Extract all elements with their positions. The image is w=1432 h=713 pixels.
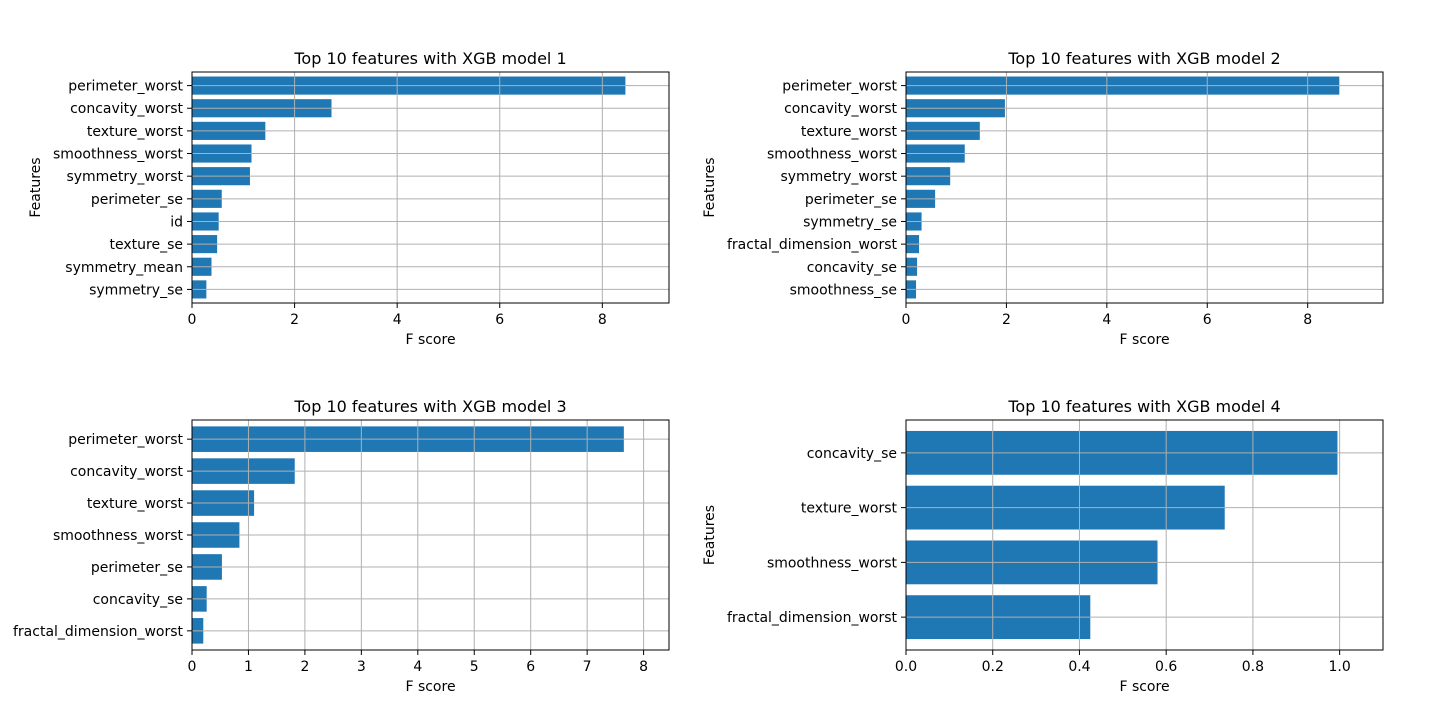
subplot-2: Top 10 features with XGB model 2 0 2 4 6 8 per… [702,49,1384,348]
x-tick-label: 7 [583,659,592,675]
subplot-3: Top 10 features with XGB model 3 0 1 2 3 4 5 6 7… [0,397,670,695]
x-tick-label: 1 [244,659,253,675]
y-tick-label: concavity_worst [70,464,183,480]
axes-frame [905,71,1384,304]
y-tick-label: texture_worst [801,501,898,517]
x-tick-label: 0 [902,312,911,328]
y-tick-label: texture_worst [801,124,898,140]
x-tick-label: 3 [357,659,366,675]
x-tick-label: 0.8 [1242,659,1264,675]
x-tick-label: 1.0 [1329,659,1351,675]
y-tick-label: symmetry_worst [66,169,183,185]
y-tick-label: texture_worst [87,496,184,512]
y-tick-label: symmetry_se [89,282,183,298]
y-tick-label: fractal_dimension_worst [727,237,898,253]
x-axis-label: F score [1119,332,1169,348]
x-tick-label: 2 [1002,312,1011,328]
y-tick-label: fractal_dimension_worst [13,624,184,640]
y-tick-label: perimeter_worst [68,432,183,448]
y-tick-label: texture_se [110,237,183,253]
y-tick-label: texture_worst [87,124,184,140]
chart-title: Top 10 features with XGB model 2 [1007,49,1280,68]
y-axis-label: Features [28,157,44,217]
x-tick-label: 6 [1203,312,1212,328]
y-tick-label: perimeter_se [805,192,897,208]
y-axis-label: Features [702,505,718,565]
y-tick-label: concavity_se [807,260,897,276]
x-tick-label: 0.4 [1068,659,1090,675]
x-tick-label: 0 [188,659,197,675]
x-tick-label: 5 [470,659,479,675]
x-axis-label: F score [1119,679,1169,695]
y-tick-label: concavity_se [93,592,183,608]
x-tick-label: 0.6 [1155,659,1177,675]
chart-title: Top 10 features with XGB model 1 [293,49,566,68]
y-axis-label: Features [702,157,718,217]
x-tick-label: 0.2 [982,659,1004,675]
x-tick-label: 8 [639,659,648,675]
x-tick-label: 6 [495,312,504,328]
y-axis-label: Features [0,505,2,565]
x-tick-label: 0 [188,312,197,328]
y-tick-label: smoothness_worst [53,147,184,163]
y-tick-label: perimeter_se [91,560,183,576]
x-tick-label: 8 [1303,312,1312,328]
x-tick-label: 0.0 [895,659,917,675]
chart-title: Top 10 features with XGB model 3 [293,397,566,416]
y-tick-label: smoothness_worst [767,147,898,163]
x-axis-label: F score [405,679,455,695]
y-tick-label: concavity_worst [784,101,897,117]
x-axis-label: F score [405,332,455,348]
y-tick-label: perimeter_se [91,192,183,208]
axes-frame [191,71,670,304]
x-tick-label: 8 [598,312,607,328]
chart-title: Top 10 features with XGB model 4 [1007,397,1280,416]
y-tick-label: smoothness_se [790,282,897,298]
y-tick-label: smoothness_worst [53,528,184,544]
x-tick-label: 4 [1102,312,1111,328]
y-tick-label: fractal_dimension_worst [727,610,898,626]
x-tick-label: 4 [413,659,422,675]
x-tick-label: 6 [526,659,535,675]
y-tick-label: concavity_se [807,446,897,462]
y-tick-label: smoothness_worst [767,555,898,571]
axes-frame [905,419,1384,651]
y-tick-label: symmetry_se [803,214,897,230]
x-tick-label: 2 [300,659,309,675]
x-tick-label: 2 [290,312,299,328]
y-tick-label: perimeter_worst [782,79,897,95]
y-tick-label: concavity_worst [70,101,183,117]
subplot-4: Top 10 features with XGB model 4 0.0 0.2 0.… [702,397,1384,695]
y-tick-label: perimeter_worst [68,79,183,95]
y-tick-label: id [170,214,183,230]
y-tick-label: symmetry_worst [780,169,897,185]
y-tick-label: symmetry_mean [65,260,183,276]
subplot-1: Top 10 features with XGB model 1 0 2 4 6 8 per… [28,49,670,348]
x-tick-label: 4 [393,312,402,328]
